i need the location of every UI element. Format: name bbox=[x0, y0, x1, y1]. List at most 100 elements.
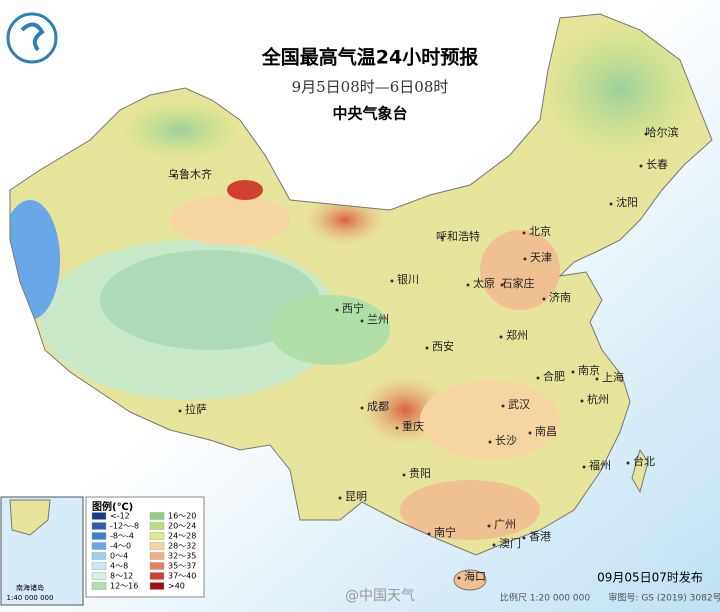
legend-swatch bbox=[149, 582, 165, 590]
legend-swatch bbox=[91, 512, 107, 520]
legend-swatch bbox=[149, 542, 165, 550]
legend-label: -8～-4 bbox=[110, 532, 134, 541]
taiwan bbox=[631, 448, 649, 494]
inset-scale: 1:40 000 000 bbox=[7, 594, 54, 602]
city-dot bbox=[466, 283, 470, 287]
city-label: 西宁 bbox=[342, 301, 364, 315]
city-label: 沈阳 bbox=[616, 195, 638, 209]
city-label: 呼和浩特 bbox=[436, 229, 480, 243]
issued: 09月05日07时发布 bbox=[597, 570, 703, 585]
city-label: 长春 bbox=[646, 158, 668, 171]
legend-label: -4～0 bbox=[110, 542, 131, 551]
legend-swatch bbox=[91, 532, 107, 540]
legend-label: 0～4 bbox=[110, 552, 128, 561]
city-label: 石家庄 bbox=[502, 276, 535, 290]
legend-swatch bbox=[149, 522, 165, 530]
legend-title: 图例(℃) bbox=[92, 500, 133, 513]
city-label: 长沙 bbox=[495, 434, 517, 447]
legend-swatch bbox=[149, 562, 165, 570]
city-dot bbox=[395, 426, 399, 430]
city-label: 南宁 bbox=[434, 525, 456, 539]
scale: 比例尺 1:20 000 000 bbox=[500, 592, 590, 604]
city-dot bbox=[499, 335, 503, 339]
city-dot bbox=[172, 174, 176, 178]
legend-swatch bbox=[91, 572, 107, 580]
city-dot bbox=[500, 283, 504, 287]
logo-mark bbox=[20, 22, 45, 52]
legend-label: 16～20 bbox=[168, 512, 196, 521]
approval: 审图号: GS (2019) 3082号 bbox=[608, 592, 720, 604]
legend-label: >40 bbox=[168, 582, 185, 591]
city-dot bbox=[528, 431, 532, 435]
city-dot bbox=[644, 132, 648, 136]
city-dot bbox=[427, 532, 431, 536]
city-dot bbox=[536, 376, 540, 380]
city-label: 合肥 bbox=[543, 369, 565, 383]
city-label: 兰州 bbox=[367, 313, 389, 326]
city-label: 郑州 bbox=[506, 328, 528, 342]
city-label: 银川 bbox=[397, 272, 419, 286]
watermark: @中国天气 bbox=[345, 588, 415, 604]
legend-label: 20～24 bbox=[168, 522, 196, 531]
city-dot bbox=[639, 164, 643, 168]
city-dot bbox=[425, 346, 429, 350]
legend-label: 4～8 bbox=[110, 562, 128, 571]
legend-label: 12～16 bbox=[110, 582, 138, 591]
city-dot bbox=[582, 465, 586, 469]
city-dot bbox=[178, 409, 182, 413]
legend-swatch bbox=[149, 532, 165, 540]
city-label: 广州 bbox=[494, 518, 516, 531]
legend: 图例(℃) <-12-12～-8-8～-4-4～00～44～88～1212～16… bbox=[85, 496, 205, 598]
city-label: 南京 bbox=[578, 363, 600, 377]
city-label: 拉萨 bbox=[185, 402, 207, 416]
city-dot bbox=[402, 473, 406, 477]
city-label: 济南 bbox=[549, 290, 571, 304]
city-dot bbox=[522, 231, 526, 235]
legend-label: 8～12 bbox=[110, 572, 133, 581]
city-label: 哈尔滨 bbox=[646, 125, 679, 139]
city-dot bbox=[501, 404, 505, 408]
city-label: 南昌 bbox=[535, 425, 557, 438]
city-dot bbox=[440, 236, 444, 240]
city-label: 香港 bbox=[529, 530, 551, 543]
city-dot bbox=[457, 576, 461, 580]
city-dot bbox=[571, 370, 575, 374]
legend-swatch bbox=[149, 512, 165, 520]
legend-label: -12～-8 bbox=[110, 522, 139, 531]
legend-swatch bbox=[91, 582, 107, 590]
city-dot bbox=[338, 496, 342, 500]
city-dot bbox=[595, 377, 599, 381]
subtitle: 9月5日08时—6日08时 bbox=[292, 78, 449, 96]
title: 全国最高气温24小时预报 bbox=[261, 46, 478, 69]
city-dot bbox=[390, 279, 394, 283]
inset-label: 南海诸岛 bbox=[16, 583, 44, 592]
legend-label: 37～40 bbox=[168, 572, 196, 581]
legend-swatch bbox=[91, 522, 107, 530]
city-dot bbox=[492, 543, 496, 547]
city-label: 乌鲁木齐 bbox=[168, 167, 212, 181]
city-label: 北京 bbox=[529, 224, 551, 238]
city-label: 杭州 bbox=[587, 392, 609, 406]
city-label: 成都 bbox=[367, 400, 389, 413]
city-label: 重庆 bbox=[402, 419, 424, 433]
city-label: 澳门 bbox=[499, 536, 521, 550]
city-dot bbox=[542, 297, 546, 301]
issuer: 中央气象台 bbox=[332, 105, 407, 123]
legend-swatch bbox=[91, 562, 107, 570]
city-label: 武汉 bbox=[508, 398, 530, 411]
hainan bbox=[453, 569, 487, 591]
legend-label: 32～35 bbox=[168, 552, 196, 561]
city-label: 福州 bbox=[589, 458, 611, 472]
city-dot bbox=[609, 202, 613, 206]
city-label: 贵阳 bbox=[409, 467, 431, 480]
logo bbox=[6, 12, 58, 64]
city-label: 上海 bbox=[602, 370, 624, 384]
city-label: 昆明 bbox=[345, 490, 367, 503]
legend-swatch bbox=[149, 572, 165, 580]
city-dot bbox=[580, 399, 584, 403]
legend-swatch bbox=[149, 552, 165, 560]
city-label: 西安 bbox=[432, 339, 454, 353]
city-dot bbox=[523, 257, 527, 261]
city-label: 台北 bbox=[633, 454, 655, 468]
city-dot bbox=[335, 308, 339, 312]
